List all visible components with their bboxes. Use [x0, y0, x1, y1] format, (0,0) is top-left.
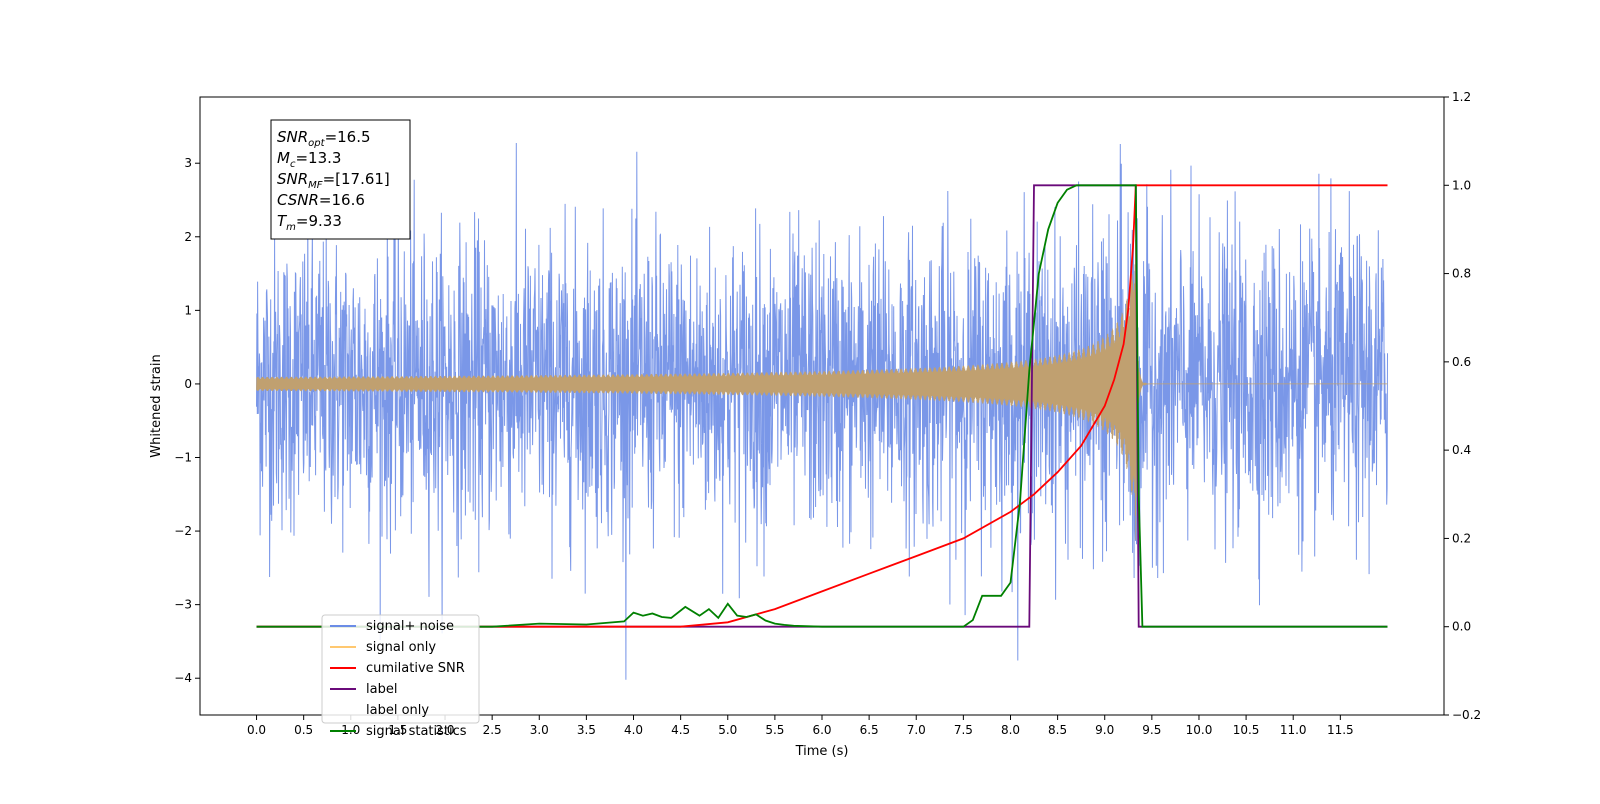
x-tick-label: 7.0 — [907, 723, 926, 737]
y-tick-label: −2 — [174, 524, 192, 538]
y-tick-label: −4 — [174, 671, 192, 685]
y2-tick-label: 0.2 — [1452, 531, 1471, 545]
info-line: SNRopt=16.5 — [277, 128, 371, 149]
x-tick-label: 10.0 — [1186, 723, 1213, 737]
series-line-cumilative-snr — [256, 184, 1388, 628]
x-tick-label: 9.5 — [1142, 723, 1161, 737]
x-tick-label: 8.5 — [1048, 723, 1067, 737]
signal-only-series — [256, 239, 1388, 541]
x-tick-label: 6.5 — [860, 723, 879, 737]
y2-tick-label: 1.0 — [1452, 178, 1471, 192]
x-tick-label: 2.5 — [483, 723, 502, 737]
x-tick-label: 3.0 — [530, 723, 549, 737]
y2-tick-label: 0.8 — [1452, 267, 1471, 281]
legend-entry: label — [366, 682, 397, 697]
x-tick-label: 4.5 — [671, 723, 690, 737]
y-axis-label: Whitened strain — [149, 354, 164, 457]
y2-tick-label: 0.0 — [1452, 620, 1471, 634]
x-tick-label: 5.5 — [765, 723, 784, 737]
y-axis-left: −4 −3 −2 −1 0 1 2 3 — [174, 156, 200, 685]
y2-tick-label: 1.2 — [1452, 90, 1471, 104]
legend-entry: label only — [366, 703, 429, 718]
info-box-frame — [270, 119, 411, 240]
y2-tick-label: 0.4 — [1452, 443, 1471, 457]
y-tick-label: 0 — [184, 377, 192, 391]
x-tick-label: 10.5 — [1233, 723, 1260, 737]
y2-tick-label: 0.6 — [1452, 355, 1471, 369]
legend-frame — [321, 614, 480, 724]
y-axis-right: −0.2 0.0 0.2 0.4 0.6 0.8 1.0 1.2 — [1444, 90, 1481, 722]
legend: signal+ noise signal only cumilative SNR la… — [321, 614, 480, 739]
x-tick-label: 0.5 — [294, 723, 313, 737]
legend-entry: cumilative SNR — [366, 661, 465, 676]
x-axis: 0.00.51.01.52.02.53.03.54.04.55.05.56.06… — [247, 715, 1354, 737]
y-tick-label: −1 — [174, 451, 192, 465]
signal-noise-series — [256, 142, 1388, 680]
x-tick-label: 1.5 — [388, 723, 407, 737]
x-tick-label: 0.0 — [247, 723, 266, 737]
info-box: SNRopt=16.5Mc=13.3SNRMF=[17.61]CSNR=16.6… — [270, 119, 411, 240]
x-tick-label: 11.5 — [1327, 723, 1354, 737]
series-line-signal-only — [256, 239, 1388, 541]
x-tick-label: 2.0 — [435, 723, 454, 737]
x-tick-label: 8.0 — [1001, 723, 1020, 737]
info-line: CSNR=16.6 — [277, 191, 365, 209]
x-tick-label: 3.5 — [577, 723, 596, 737]
legend-entry: signal only — [366, 640, 436, 655]
series-line-signal-statistics — [256, 184, 1388, 628]
x-tick-label: 4.0 — [624, 723, 643, 737]
x-tick-label: 6.0 — [812, 723, 831, 737]
legend-entry: signal+ noise — [366, 619, 454, 634]
x-tick-label: 5.0 — [718, 723, 737, 737]
series-line-signal-noise — [256, 142, 1388, 680]
y2-tick-label: −0.2 — [1452, 708, 1481, 722]
y-tick-label: 1 — [184, 303, 192, 317]
y-tick-label: 3 — [184, 156, 192, 170]
x-tick-label: 7.5 — [954, 723, 973, 737]
y-tick-label: 2 — [184, 230, 192, 244]
right-axis-series — [256, 184, 1388, 628]
info-line: Tm=9.33 — [277, 212, 342, 233]
info-line: Mc=13.3 — [277, 149, 341, 170]
y-tick-label: −3 — [174, 598, 192, 612]
x-axis-label: Time (s) — [795, 744, 849, 759]
info-line: SNRMF=[17.61] — [277, 170, 390, 191]
legend-entry: signal statistics — [366, 724, 467, 739]
x-tick-label: 9.0 — [1095, 723, 1114, 737]
x-tick-label: 11.0 — [1280, 723, 1307, 737]
